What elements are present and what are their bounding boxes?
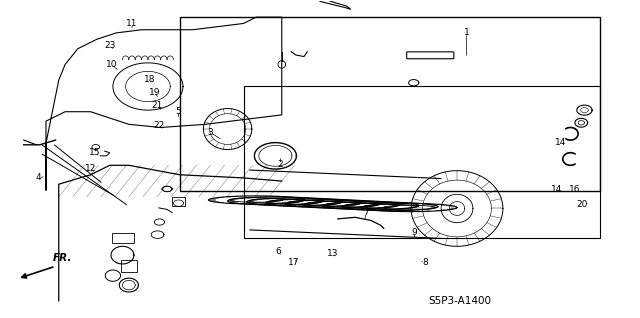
Text: 23: 23 [104,41,115,50]
Text: S5P3-A1400: S5P3-A1400 [429,296,492,306]
Text: 5: 5 [175,107,181,115]
Text: 13: 13 [327,249,339,258]
Text: 11: 11 [126,19,138,28]
Text: 3: 3 [207,128,212,137]
Text: 1: 1 [464,28,469,38]
Text: 12: 12 [85,164,96,173]
Text: 17: 17 [287,258,299,267]
Text: 8: 8 [422,258,428,267]
Text: 15: 15 [90,148,101,157]
Text: 19: 19 [148,88,160,97]
Text: 14: 14 [555,138,566,147]
Text: 20: 20 [577,200,588,209]
Text: 4: 4 [36,173,41,183]
Bar [172,197,185,206]
Text: 16: 16 [569,185,580,194]
Text: 22: 22 [154,121,165,130]
Bar [244,86,600,238]
Text: 14: 14 [551,185,563,194]
Bar [111,233,134,243]
Text: 6: 6 [276,247,282,257]
Text: 21: 21 [151,101,163,110]
Text: 18: 18 [143,75,155,84]
Text: 7: 7 [363,208,369,217]
Text: 10: 10 [106,60,117,69]
Text: 9: 9 [412,228,417,237]
Text: 2: 2 [278,160,284,169]
Bar [180,17,600,190]
Text: FR.: FR. [52,253,72,263]
Bar [120,260,137,273]
